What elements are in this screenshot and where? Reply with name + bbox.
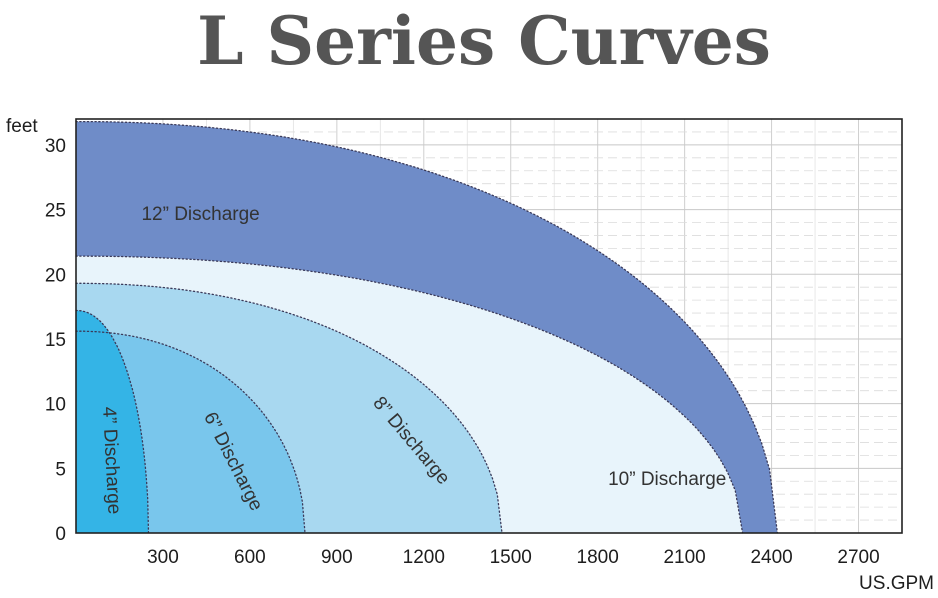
x-tick-label: 2700 (837, 547, 879, 568)
chart-title: L Series Curves (197, 2, 771, 80)
y-tick-label: 10 (45, 395, 66, 416)
region-label: 10” Discharge (608, 469, 726, 490)
band-8-inch-discharge (76, 283, 502, 533)
x-tick-label: 2400 (750, 547, 792, 568)
x-tick-label: 2100 (663, 547, 705, 568)
y-tick-label: 5 (55, 459, 66, 480)
curve-4-inch-discharge (75, 309, 150, 534)
y-tick-label: 20 (45, 265, 66, 286)
discharge-bands (76, 121, 778, 533)
y-axis-ticks: 0 5 10 15 20 25 30 (45, 136, 66, 545)
curve-8-inch-discharge (75, 282, 503, 534)
curve-6-inch-discharge (75, 330, 306, 534)
band-4-inch-discharge (76, 310, 149, 533)
band-12-inch-discharge (76, 121, 778, 533)
y-tick-label: 15 (45, 330, 66, 351)
x-tick-label: 600 (234, 547, 266, 568)
curve-10-inch-discharge (75, 255, 744, 534)
dotted-curve-outlines (75, 120, 779, 534)
band-10-inch-discharge (76, 256, 743, 533)
x-axis-unit-label: US.GPM (859, 573, 934, 594)
y-axis-unit-label: feet (6, 116, 38, 137)
x-tick-label: 300 (147, 547, 179, 568)
x-tick-label: 1500 (490, 547, 532, 568)
x-tick-label: 900 (321, 547, 353, 568)
y-tick-label: 30 (45, 136, 66, 157)
x-tick-label: 1800 (577, 547, 619, 568)
band-6-inch-discharge (76, 310, 305, 533)
plot-frame (75, 118, 903, 534)
y-tick-label: 25 (45, 201, 66, 222)
curve-12-inch-discharge (75, 120, 779, 534)
region-label: 12” Discharge (141, 204, 259, 225)
x-tick-label: 1200 (403, 547, 445, 568)
x-axis-ticks: 300 600 900 1200 1500 1800 2100 2400 2700 (147, 547, 880, 568)
y-tick-label: 0 (55, 524, 66, 545)
